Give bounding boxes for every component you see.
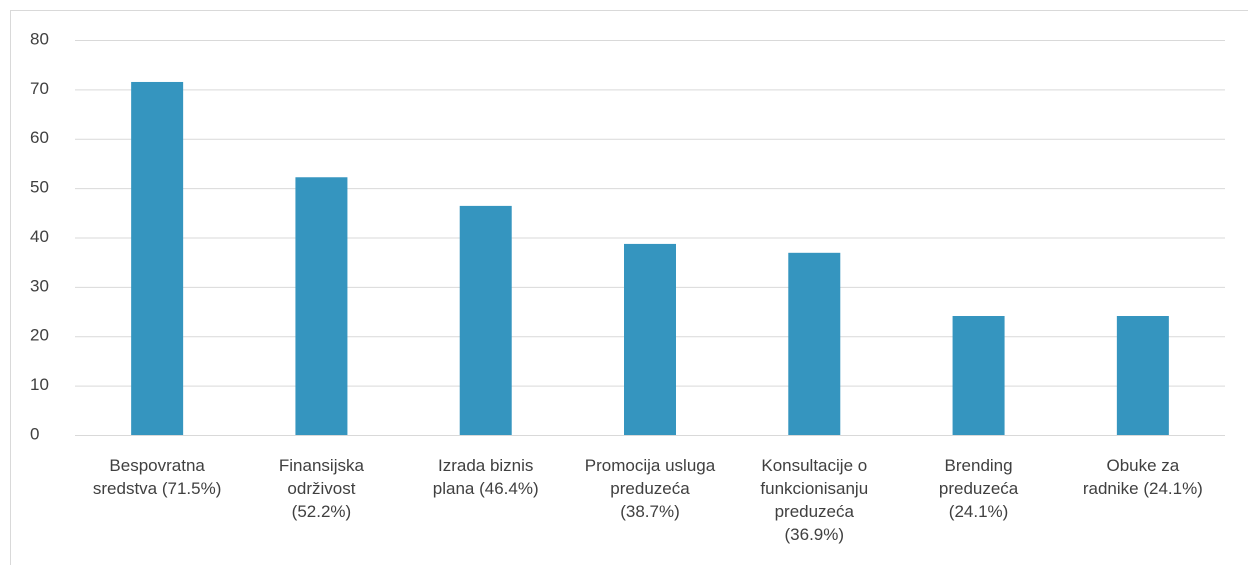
x-tick-label-line: održivost (287, 479, 355, 498)
x-tick-label: Izrada biznis plana (46.4%) (433, 456, 539, 498)
x-tick-label-line: Konsultacije o (761, 456, 867, 475)
x-tick-label-line: Brending (945, 456, 1013, 475)
bar (624, 243, 676, 435)
x-tick-label-line: plana (46.4%) (433, 479, 539, 498)
bar (295, 177, 348, 435)
y-tick-label: 20 (30, 326, 49, 345)
y-tick-label: 80 (30, 29, 49, 48)
x-tick-label-line: (38.7%) (620, 502, 680, 521)
x-tick-label: Bespovratna sredstva (71.5%) (93, 456, 222, 498)
x-tick-label-line: (36.9%) (785, 525, 845, 544)
y-tick-label: 60 (30, 128, 49, 147)
x-tick-label: Konsultacije o funkcionisanju preduzeća (36… (760, 456, 868, 544)
x-tick-label-line: sredstva (71.5%) (93, 479, 222, 498)
x-tick-label-line: Obuke za (1106, 456, 1179, 475)
y-tick-label: 50 (30, 178, 49, 197)
bar (952, 316, 1005, 435)
x-tick-label-line: (52.2%) (292, 502, 352, 521)
x-tick-label-line: Promocija usluga (585, 456, 716, 475)
chart-frame (10, 10, 1248, 565)
x-tick-label-line: radnike (24.1%) (1083, 479, 1203, 498)
x-tick-label-line: preduzeća (610, 479, 690, 498)
y-tick-label: 40 (30, 227, 49, 246)
x-tick-label: Brending preduzeća (24.1%) (939, 456, 1019, 521)
bar (131, 81, 184, 435)
y-tick-label: 10 (30, 375, 49, 394)
x-tick-label-line: Finansijska (279, 456, 365, 475)
x-tick-label-line: Izrada biznis (438, 456, 533, 475)
y-tick-label: 70 (30, 79, 49, 98)
x-tick-label-line: (24.1%) (949, 502, 1009, 521)
bar (459, 205, 512, 435)
x-tick-label-line: Bespovratna (109, 456, 205, 475)
bar (788, 252, 841, 435)
x-tick-label-line: funkcionisanju (760, 479, 868, 498)
x-tick-label-line: preduzeća (939, 479, 1019, 498)
y-tick-label: 0 (30, 424, 39, 443)
y-tick-label: 30 (30, 276, 49, 295)
bar (1116, 316, 1169, 435)
x-tick-label: Finansijska održivost (52.2%) (279, 456, 365, 521)
x-tick-label: Promocija usluga preduzeća (38.7%) (585, 456, 716, 521)
x-tick-label: Obuke za radnike (24.1%) (1083, 456, 1203, 498)
x-tick-label-line: preduzeća (775, 502, 855, 521)
